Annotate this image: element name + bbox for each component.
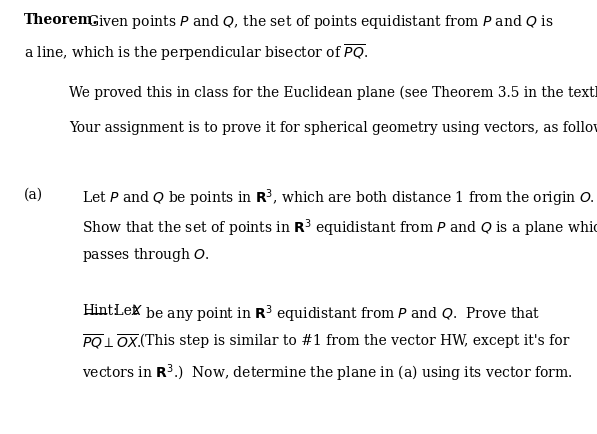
Text: (This step is similar to #1 from the vector HW, except it's for: (This step is similar to #1 from the vec… — [131, 333, 569, 348]
Text: We proved this in class for the Euclidean plane (see Theorem 3.5 in the textbook: We proved this in class for the Euclidea… — [69, 86, 597, 100]
Text: vectors in $\mathbf{R}^3$.)  Now, determine the plane in (a) using its vector fo: vectors in $\mathbf{R}^3$.) Now, determi… — [82, 363, 573, 384]
Text: Your assignment is to prove it for spherical geometry using vectors, as follows:: Your assignment is to prove it for spher… — [69, 121, 597, 135]
Text: Given points $P$ and $Q$, the set of points equidistant from $P$ and $Q$ is: Given points $P$ and $Q$, the set of poi… — [87, 13, 553, 31]
Text: Let $P$ and $Q$ be points in $\mathbf{R}^3$, which are both distance 1 from the : Let $P$ and $Q$ be points in $\mathbf{R}… — [82, 187, 595, 209]
Text: $X$: $X$ — [131, 304, 144, 318]
Text: Theorem.: Theorem. — [24, 13, 98, 27]
Text: Hint:: Hint: — [82, 304, 118, 318]
Text: Let: Let — [110, 304, 141, 318]
Text: be any point in $\mathbf{R}^3$ equidistant from $P$ and $Q$.  Prove that: be any point in $\mathbf{R}^3$ equidista… — [141, 304, 540, 325]
Text: Show that the set of points in $\mathbf{R}^3$ equidistant from $P$ and $Q$ is a : Show that the set of points in $\mathbf{… — [82, 217, 597, 239]
Text: a line, which is the perpendicular bisector of $\overline{PQ}$.: a line, which is the perpendicular bisec… — [24, 43, 368, 63]
Text: (a): (a) — [24, 187, 43, 201]
Text: passes through $O$.: passes through $O$. — [82, 247, 210, 264]
Text: $\overline{PQ} \perp \overline{OX}$.: $\overline{PQ} \perp \overline{OX}$. — [82, 333, 142, 352]
